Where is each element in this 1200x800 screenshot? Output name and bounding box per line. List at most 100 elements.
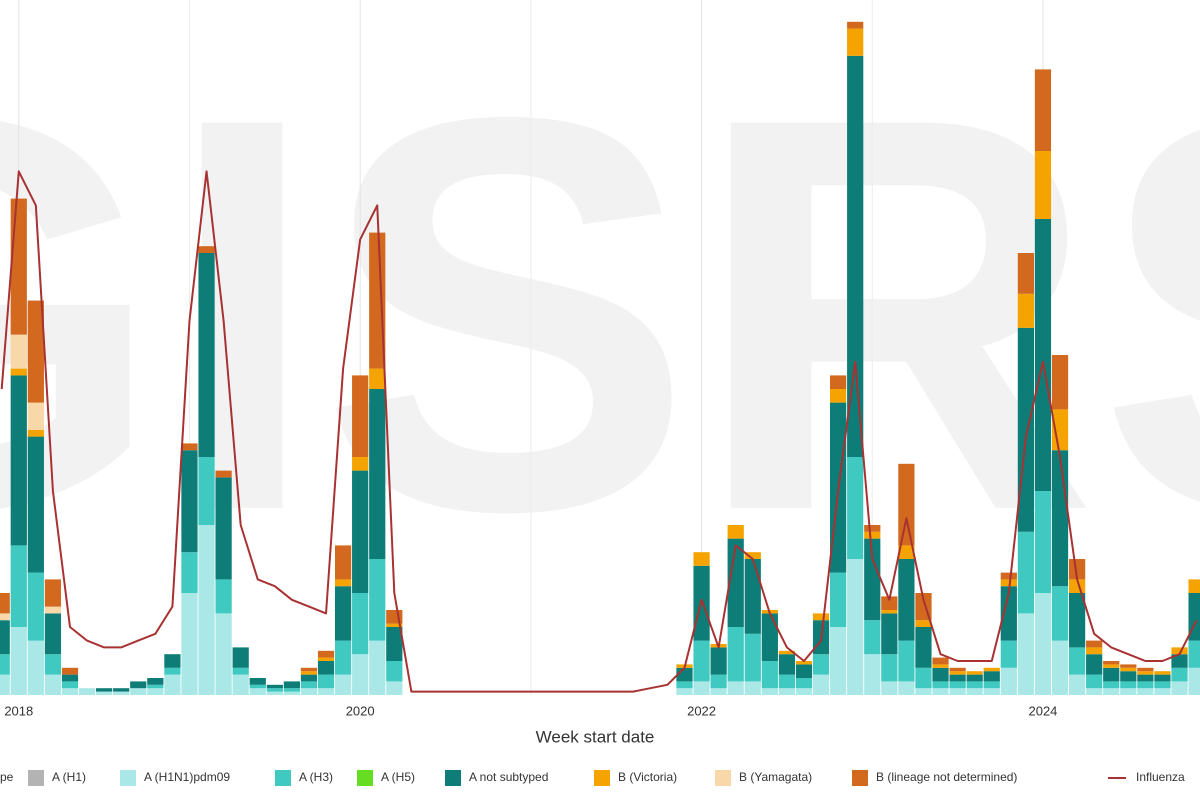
- bar-segment: [949, 671, 966, 675]
- bar-segment: [352, 654, 369, 695]
- bar-segment: [932, 667, 949, 682]
- bar-segment: [1086, 688, 1103, 695]
- bar-segment: [1154, 681, 1171, 689]
- bar-segment: [317, 661, 335, 675]
- bar-segment: [96, 691, 113, 695]
- bar-segment: [27, 300, 44, 403]
- bar-segment: [795, 664, 813, 678]
- bar-segment: [1034, 69, 1052, 151]
- bar-segment: [266, 688, 283, 692]
- bar-segment: [983, 681, 1000, 689]
- bar-segment: [317, 657, 335, 661]
- bar-segment: [1137, 674, 1154, 682]
- bar-segment: [727, 627, 744, 682]
- bar-segment: [334, 640, 352, 675]
- bar-segment: [352, 470, 369, 593]
- bar-segment: [1017, 327, 1034, 532]
- bar-segment: [44, 579, 62, 607]
- bar-segment: [1000, 572, 1017, 580]
- bar-segment: [1068, 674, 1086, 695]
- bar-segment: [300, 688, 318, 695]
- bar-segment: [1017, 613, 1034, 695]
- legend-label: A (H3): [299, 770, 333, 784]
- bar-segment: [1188, 579, 1200, 593]
- bar-segment: [0, 613, 10, 621]
- bar-segment: [710, 674, 727, 689]
- bar-segment: [1137, 667, 1154, 672]
- bar-segment: [386, 627, 403, 661]
- bar-segment: [966, 671, 983, 675]
- bar-segment: [949, 667, 966, 672]
- bar-segment: [0, 620, 10, 655]
- bar-segment: [693, 681, 710, 695]
- bar-segment: [266, 684, 283, 689]
- bar-segment: [864, 654, 881, 695]
- bar-segment: [1051, 586, 1069, 641]
- bar-segment: [130, 688, 147, 695]
- bar-segment: [676, 681, 693, 689]
- bar-segment: [147, 688, 164, 695]
- bar-segment: [1103, 681, 1120, 689]
- x-axis: 2018 2020 2022 2024: [4, 703, 1057, 718]
- bar-segment: [44, 654, 62, 675]
- bar-segment: [300, 667, 318, 672]
- bar-segment: [795, 678, 813, 689]
- legend-label: A (H5): [381, 770, 415, 784]
- bar-segment: [812, 613, 830, 621]
- bar-segment: [147, 684, 164, 689]
- bar-segment: [1034, 151, 1052, 219]
- bar-segment: [761, 613, 778, 661]
- bar-segment: [61, 674, 79, 682]
- bar-segment: [693, 552, 710, 566]
- bar-segment: [932, 688, 949, 695]
- bar-segment: [778, 688, 796, 695]
- legend-label: B (lineage not determined): [876, 770, 1017, 784]
- legend-label: B (Victoria): [618, 770, 677, 784]
- bar-segment: [778, 650, 796, 655]
- bar-segment: [761, 688, 778, 695]
- bar-segment: [1154, 674, 1171, 682]
- bar-segment: [864, 538, 881, 621]
- bar-segment: [1086, 674, 1103, 689]
- bar-segment: [898, 463, 915, 546]
- bar-segment: [761, 661, 778, 689]
- bar-segment: [113, 688, 130, 692]
- bar-segment: [317, 674, 335, 689]
- legend-swatch: [357, 770, 373, 786]
- x-tick-label: 2022: [687, 703, 716, 718]
- x-tick-label: 2018: [4, 703, 33, 718]
- bar-segment: [847, 21, 864, 29]
- bar-segment: [369, 232, 386, 369]
- bar-segment: [1086, 647, 1103, 655]
- bar-segment: [232, 674, 249, 695]
- bar-segment: [881, 613, 898, 655]
- bar-segment: [847, 559, 864, 695]
- bar-segment: [181, 450, 198, 553]
- bar-segment: [27, 572, 44, 641]
- legend-label: Influenza: [1136, 770, 1185, 784]
- bar-segment: [915, 627, 932, 668]
- bar-segment: [232, 647, 249, 668]
- bar-segment: [1017, 531, 1034, 614]
- legend-swatch: [275, 770, 291, 786]
- bar-segment: [778, 654, 796, 675]
- bar-segment: [369, 389, 386, 559]
- legend: pe A (H1) A (H1N1)pdm09 A (H3) A (H5) A not …: [0, 770, 1185, 786]
- bar-segment: [113, 691, 130, 695]
- bar-segment: [847, 28, 864, 56]
- bar-segment: [1086, 640, 1103, 648]
- bar-segment: [181, 443, 198, 451]
- bar-segment: [1034, 219, 1052, 491]
- legend-label: B (Yamagata): [739, 770, 812, 784]
- bar-segment: [27, 436, 44, 573]
- bar-segment: [181, 593, 198, 695]
- bar-segment: [249, 684, 266, 689]
- bar-segment: [1171, 681, 1188, 695]
- bar-segment: [830, 389, 847, 403]
- bar-segment: [812, 654, 830, 675]
- bar-segment: [0, 674, 10, 695]
- bar-segment: [0, 654, 10, 675]
- bar-segment: [164, 667, 181, 675]
- bar-segment: [915, 688, 932, 695]
